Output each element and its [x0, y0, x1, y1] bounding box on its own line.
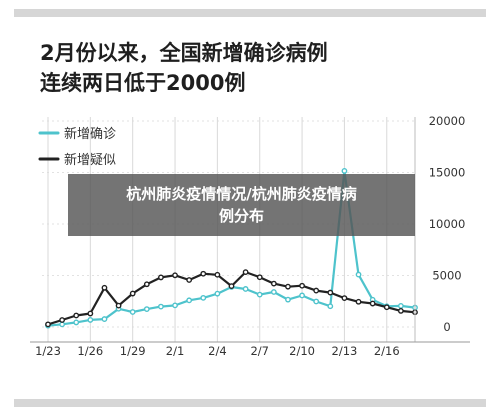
bottom-divider: [14, 399, 486, 407]
data-point: [102, 286, 106, 290]
data-point: [159, 304, 163, 308]
data-point: [328, 304, 332, 308]
x-tick-label: 2/1: [166, 344, 185, 358]
data-point: [356, 272, 360, 276]
data-point: [88, 311, 92, 315]
data-point: [201, 296, 205, 300]
y-tick-label: 10000: [429, 217, 466, 231]
data-point: [300, 284, 304, 288]
data-point: [229, 284, 233, 288]
data-point: [159, 275, 163, 279]
x-tick-label: 2/4: [208, 344, 227, 358]
data-point: [272, 281, 276, 285]
y-tick-label: 15000: [429, 166, 466, 180]
data-point: [258, 292, 262, 296]
data-point: [385, 305, 389, 309]
data-point: [399, 304, 403, 308]
x-tick-label: 2/7: [250, 344, 269, 358]
banner-line-1: 杭州肺炎疫情情况/杭州肺炎疫情病: [126, 183, 356, 205]
axes: 1/23 1/26 1/29 2/1 2/4 2/7 2/10 2/13 2/16 0 5000 10…: [30, 114, 470, 358]
data-point: [60, 318, 64, 322]
legend-label: 新增疑似: [64, 152, 116, 168]
data-point: [342, 169, 346, 173]
data-point: [46, 322, 50, 326]
data-point: [187, 278, 191, 282]
data-point: [173, 303, 177, 307]
data-point: [201, 272, 205, 276]
data-point: [116, 303, 120, 307]
data-point: [356, 300, 360, 304]
data-point: [215, 291, 219, 295]
data-point: [314, 299, 318, 303]
data-point: [88, 318, 92, 322]
data-point: [243, 287, 247, 291]
data-point: [286, 297, 290, 301]
data-point: [399, 309, 403, 313]
y-tick-label: 20000: [429, 114, 466, 128]
x-tick-label: 2/10: [289, 344, 315, 358]
data-point: [145, 307, 149, 311]
x-tick-label: 1/26: [77, 344, 103, 358]
x-tick-label: 1/29: [120, 344, 146, 358]
data-point: [286, 284, 290, 288]
data-point: [272, 290, 276, 294]
data-point: [130, 310, 134, 314]
y-tick-label: 0: [443, 320, 450, 334]
x-tick-label: 2/16: [374, 344, 400, 358]
data-point: [130, 291, 134, 295]
data-point: [102, 317, 106, 321]
data-point: [173, 273, 177, 277]
data-point: [215, 273, 219, 277]
data-point: [74, 320, 78, 324]
data-point: [74, 313, 78, 317]
y-tick-label: 5000: [432, 269, 461, 283]
banner-line-2: 例分布: [219, 205, 264, 227]
x-tick-label: 2/13: [332, 344, 358, 358]
data-point: [300, 293, 304, 297]
data-point: [187, 298, 191, 302]
legend-label: 新增确诊: [64, 126, 116, 142]
x-tick-label: 1/23: [35, 344, 61, 358]
data-point: [328, 290, 332, 294]
data-point: [370, 301, 374, 305]
caption-banner: 杭州肺炎疫情情况/杭州肺炎疫情病 例分布: [68, 174, 415, 236]
data-point: [145, 282, 149, 286]
data-point: [258, 275, 262, 279]
data-point: [243, 270, 247, 274]
data-point: [342, 296, 346, 300]
data-point: [314, 288, 318, 292]
